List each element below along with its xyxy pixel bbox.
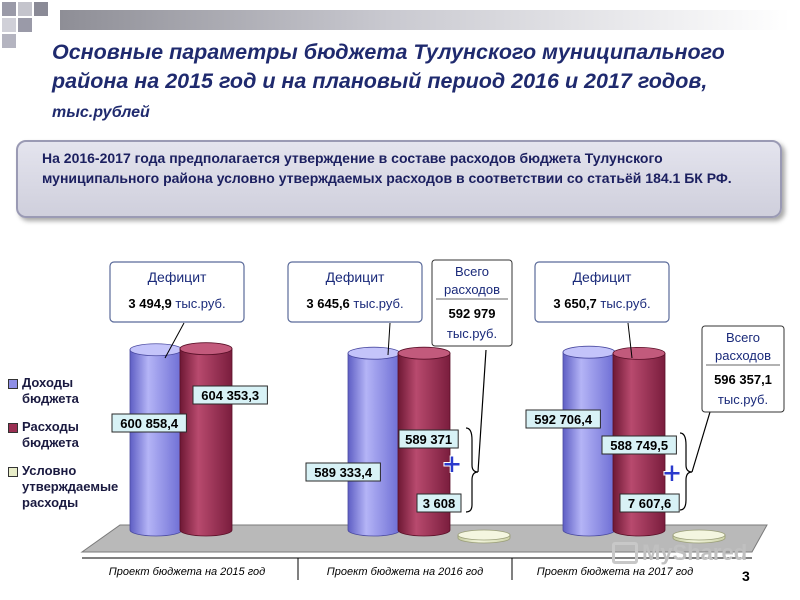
category-label: Проект бюджета на 2017 год [537,566,693,578]
legend-swatch-income [8,379,18,389]
deficit-callout-box [534,261,670,323]
income-value-label-box [525,409,601,429]
deficit-callout-line: Дефицит [148,269,207,285]
category-label: Проект бюджета на 2016 год [327,566,483,578]
income-bar [129,349,183,537]
deficit-callout-pointer [164,322,185,359]
conditional-value-label: 3 608 [423,496,456,511]
expense-value-label: 604 353,3 [201,388,259,403]
expense-bar-top [397,346,451,360]
deficit-callout-value: 3 494,9 [128,296,171,311]
slide-number: 3 [742,568,750,584]
total-expenses-callout-brace [679,411,711,511]
income-value-label: 592 706,4 [534,412,593,427]
legend-swatch-conditional [8,467,18,477]
title-main: Основные параметры бюджета Тулунского му… [52,40,725,93]
deficit-callout-line: Дефицит [573,269,632,285]
income-bar-top [562,345,616,359]
deficit-callout-box [287,261,423,323]
legend-item-expenses: Расходы бюджета [8,419,118,451]
slide-title: Основные параметры бюджета Тулунского му… [52,38,772,127]
deficit-callout-unit: тыс.руб. [172,296,226,311]
total-expenses-callout-value: 592 979 [449,306,496,321]
income-bar-top [129,343,183,357]
legend-item-income: Доходы бюджета [8,375,118,407]
total-expenses-callout-unit: тыс.руб. [447,326,497,341]
deficit-callout-line: Дефицит [326,269,385,285]
info-note-text: На 2016-2017 года предполагается утвержд… [42,150,732,186]
income-bar [347,352,401,537]
total-expenses-callout: Всего расходов 596 357,1 тыс.руб. [679,325,785,511]
total-expenses-callout-box [431,259,513,347]
income-bar-top [347,346,401,360]
income-value-label: 600 858,4 [120,416,179,431]
deficit-callout: Дефицит 3 650,7 тыс.руб. [534,261,670,359]
deficit-callout-line: 3 650,7 тыс.руб. [553,296,650,311]
total-expenses-callout-title-2: расходов [715,348,771,363]
header-decorative-bar [60,10,790,30]
total-expenses-callout-title-1: Всего [726,330,760,345]
expense-value-label: 588 749,5 [610,438,668,453]
deficit-callout-box [109,261,245,323]
plus-sign: + [443,446,462,482]
deficit-callout-line: 3 494,9 тыс.руб. [128,296,225,311]
watermark: MyShared [612,540,747,566]
conditional-expense-bar-top [672,529,726,541]
legend-label-expenses: Расходы бюджета [22,419,79,450]
info-note-box: На 2016-2017 года предполагается утвержд… [16,140,782,218]
decorative-squares [0,0,60,50]
total-expenses-callout-box [701,325,785,413]
deficit-callout-line: 3 645,6 тыс.руб. [306,296,403,311]
conditional-value-label: 7 607,6 [628,496,671,511]
total-expenses-callout-value: 596 357,1 [714,372,772,387]
category-label: Проект бюджета на 2015 год [109,566,265,578]
expense-bar [179,348,233,537]
conditional-value-label-box [416,493,462,513]
deficit-callout-pointer [387,322,391,356]
chart-legend: Доходы бюджета Расходы бюджета Условно у… [8,375,118,523]
legend-label-conditional: Условно утверждаемые расходы [22,463,119,510]
income-value-label-box [305,462,381,482]
conditional-expense-bar-top [457,529,511,541]
watermark-icon [612,542,638,564]
expense-value-label: 589 371 [405,432,452,447]
title-unit: тыс.рублей [52,104,150,121]
watermark-text: MyShared [642,540,748,565]
expense-value-label-box [398,429,459,449]
total-expenses-callout-unit: тыс.руб. [718,392,768,407]
income-value-label-box [111,413,187,433]
legend-label-income: Доходы бюджета [22,375,79,406]
deficit-callout: Дефицит 3 494,9 тыс.руб. [109,261,245,359]
deficit-callout: Дефицит 3 645,6 тыс.руб. [287,261,423,356]
expense-bar-top [612,346,666,360]
deficit-callout-unit: тыс.руб. [350,296,404,311]
legend-item-conditional: Условно утверждаемые расходы [8,463,118,511]
expense-bar-top [179,342,233,356]
total-expenses-callout: Всего расходов 592 979 тыс.руб. [431,259,513,513]
deficit-callout-pointer [627,322,633,359]
deficit-callout-unit: тыс.руб. [597,296,651,311]
expense-value-label-box [192,385,268,405]
conditional-value-label-box [619,493,680,513]
legend-swatch-expenses [8,423,18,433]
deficit-callout-value: 3 650,7 [553,296,596,311]
total-expenses-callout-title-2: расходов [444,282,500,297]
total-expenses-callout-brace [465,349,487,513]
plus-sign: + [663,455,682,491]
expense-value-label-box [601,435,677,455]
deficit-callout-value: 3 645,6 [306,296,349,311]
income-value-label: 589 333,4 [314,465,373,480]
total-expenses-callout-title-1: Всего [455,264,489,279]
